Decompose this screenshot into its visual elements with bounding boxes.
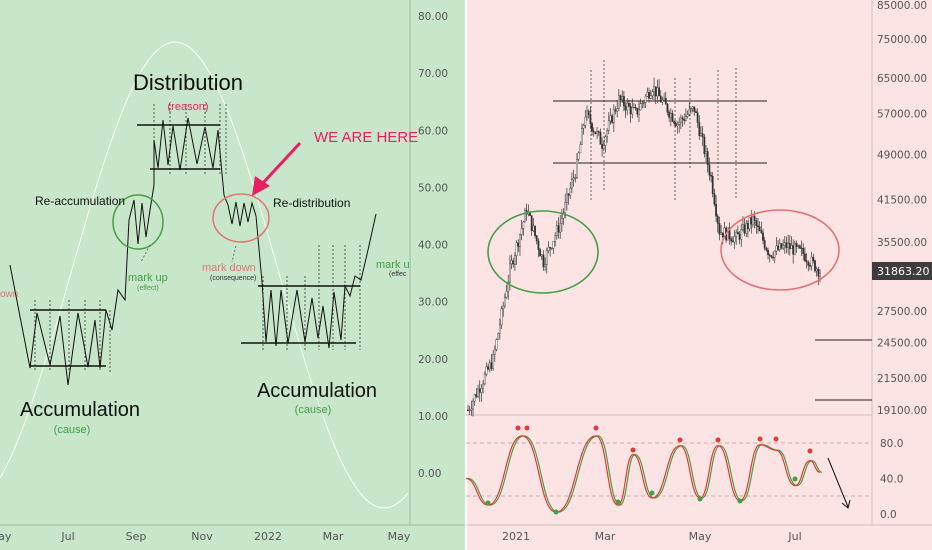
oscillator-signal-dots	[485, 425, 813, 515]
re-distribution-label: Re-distribution	[273, 196, 350, 210]
left-y-tick: 0.00	[418, 468, 441, 480]
left-y-tick: 80.00	[418, 11, 448, 23]
right-y-tick: 49000.00	[877, 149, 927, 161]
btc-candles	[467, 77, 821, 417]
left-x-tick: Jul	[60, 530, 74, 543]
cause-right-label: (cause)	[295, 404, 332, 416]
left-y-tick: 50.00	[418, 182, 448, 194]
down-arrow-shaft	[827, 457, 849, 508]
reason-label: (reason)	[168, 101, 209, 113]
oscillator-y-axis: 80.0 40.0 0.0	[880, 438, 903, 521]
left-y-tick: 30.00	[418, 297, 448, 309]
re-accumulation-label: Re-accumulation	[35, 194, 125, 208]
left-x-tick: Nov	[191, 530, 213, 543]
left-y-tick: 40.00	[418, 240, 448, 252]
left-panel-bg	[0, 0, 466, 550]
oscillator-panel	[465, 425, 872, 515]
mark-up-label: mark up	[128, 272, 168, 284]
right-x-axis: 2021 Mar May Jul	[502, 530, 802, 543]
left-x-tick: 2022	[254, 530, 282, 543]
mark-up-right-label: mark u	[376, 259, 410, 271]
right-dotted-guides	[590, 60, 737, 200]
right-panel-bg	[466, 0, 932, 550]
schematic-price-path	[9, 117, 377, 386]
svg-text:31863.20: 31863.20	[877, 265, 930, 278]
we-are-here-arrow	[252, 141, 302, 196]
cycle-sine-curve	[0, 41, 409, 509]
left-dotted-guides	[34, 104, 361, 372]
left-x-tick: May	[0, 530, 12, 543]
osc-y-tick: 80.0	[880, 438, 903, 450]
cause-left-label: (cause)	[54, 424, 91, 436]
left-y-tick: 60.00	[418, 125, 448, 137]
effect-right-label: (effec	[389, 271, 407, 278]
mark-down-label: mark down	[202, 262, 256, 274]
we-are-here-label: WE ARE HERE	[314, 129, 418, 146]
left-x-axis: May Jul Sep Nov 2022 Mar May	[0, 530, 411, 543]
osc-y-tick: 0.0	[880, 509, 897, 521]
right-x-tick: 2021	[502, 530, 530, 543]
left-y-tick: 20.00	[418, 354, 448, 366]
re-accumulation-circle	[112, 194, 164, 250]
consequence-label: (consequence)	[210, 275, 256, 282]
re-distribution-circle	[212, 193, 270, 243]
left-y-tick: 70.00	[418, 68, 448, 80]
right-y-tick: 57000.00	[877, 108, 927, 120]
left-price-scale[interactable]	[410, 0, 466, 525]
oscillator-fast-line	[465, 435, 821, 513]
right-y-tick: 41500.00	[877, 194, 927, 206]
left-y-axis: 80.00 70.00 60.00 50.00 40.00 30.00 20.00 10.00…	[418, 11, 448, 480]
right-x-tick: Jul	[787, 530, 801, 543]
right-y-axis: 85000.00 75000.00 65000.00 57000.00 49000.00…	[877, 0, 927, 417]
right-y-tick: 24500.00	[877, 337, 927, 349]
right-y-tick: 35500.00	[877, 237, 927, 249]
right-y-tick: 21500.00	[877, 373, 927, 385]
left-x-tick: Mar	[323, 530, 344, 543]
accumulation-left-label: Accumulation	[20, 399, 140, 421]
right-y-tick: 75000.00	[877, 34, 927, 46]
right-y-tick: 27500.00	[877, 306, 927, 318]
right-y-tick: 65000.00	[877, 73, 927, 85]
btc-accumulation-ellipse	[487, 210, 599, 294]
mark-down-left-cut: own	[0, 289, 18, 300]
left-x-tick: Sep	[126, 530, 147, 543]
effect-label: (effect)	[137, 285, 159, 292]
range-lines	[30, 124, 360, 367]
left-y-tick: 10.00	[418, 411, 448, 423]
last-price-tag: 31863.20	[872, 262, 932, 280]
distribution-label: Distribution	[133, 70, 243, 95]
right-y-tick: 85000.00	[877, 0, 927, 12]
right-x-tick: Mar	[595, 530, 616, 543]
right-x-tick: May	[689, 530, 712, 543]
accumulation-right-label: Accumulation	[257, 380, 377, 402]
btc-distribution-ellipse	[720, 209, 840, 291]
right-y-tick: 19100.00	[877, 405, 927, 417]
down-arrow-head	[841, 499, 851, 509]
osc-y-tick: 40.0	[880, 474, 903, 486]
left-x-tick: May	[388, 530, 411, 543]
